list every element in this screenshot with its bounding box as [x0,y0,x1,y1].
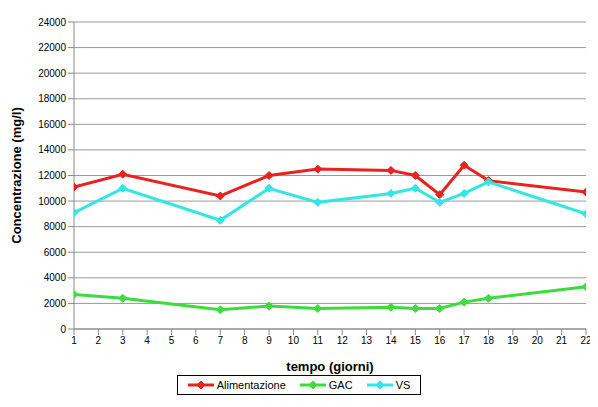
svg-text:12: 12 [337,335,349,346]
html-text:GAC: GAC [328,379,353,391]
svg-text:20: 20 [532,335,544,346]
svg-text:13: 13 [361,335,373,346]
svg-text:tempo (giorni): tempo (giorni) [286,359,373,374]
svg-text:22: 22 [580,335,590,346]
svg-text:8000: 8000 [44,221,67,232]
svg-text:6000: 6000 [44,247,67,258]
html-text:Alimentazione: Alimentazione [216,379,286,391]
svg-text:4000: 4000 [44,272,67,283]
svg-text:9: 9 [266,335,272,346]
svg-text:18000: 18000 [38,93,66,104]
svg-text:2000: 2000 [44,298,67,309]
svg-text:7: 7 [218,335,224,346]
svg-text:14000: 14000 [38,144,66,155]
svg-text:5: 5 [169,335,175,346]
svg-text:14: 14 [385,335,397,346]
svg-text:12000: 12000 [38,170,66,181]
svg-text:15: 15 [410,335,422,346]
svg-text:22000: 22000 [38,42,66,53]
svg-text:19: 19 [507,335,519,346]
svg-text:21: 21 [556,335,568,346]
svg-text:2: 2 [96,335,102,346]
html-text:VS: VS [395,379,411,391]
svg-text:17: 17 [459,335,471,346]
svg-text:10: 10 [288,335,300,346]
svg-text:3: 3 [120,335,126,346]
svg-text:16000: 16000 [38,119,66,130]
svg-text:6: 6 [193,335,199,346]
svg-text:10000: 10000 [38,196,66,207]
svg-text:Concentrazione (mg/l): Concentrazione (mg/l) [9,107,24,244]
svg-text:16: 16 [434,335,446,346]
svg-text:8: 8 [242,335,248,346]
svg-text:18: 18 [483,335,495,346]
svg-text:4: 4 [144,335,150,346]
svg-text:24000: 24000 [38,17,66,28]
svg-text:0: 0 [60,324,66,335]
svg-text:20000: 20000 [38,68,66,79]
svg-text:11: 11 [313,335,324,346]
svg-text:1: 1 [71,335,77,346]
